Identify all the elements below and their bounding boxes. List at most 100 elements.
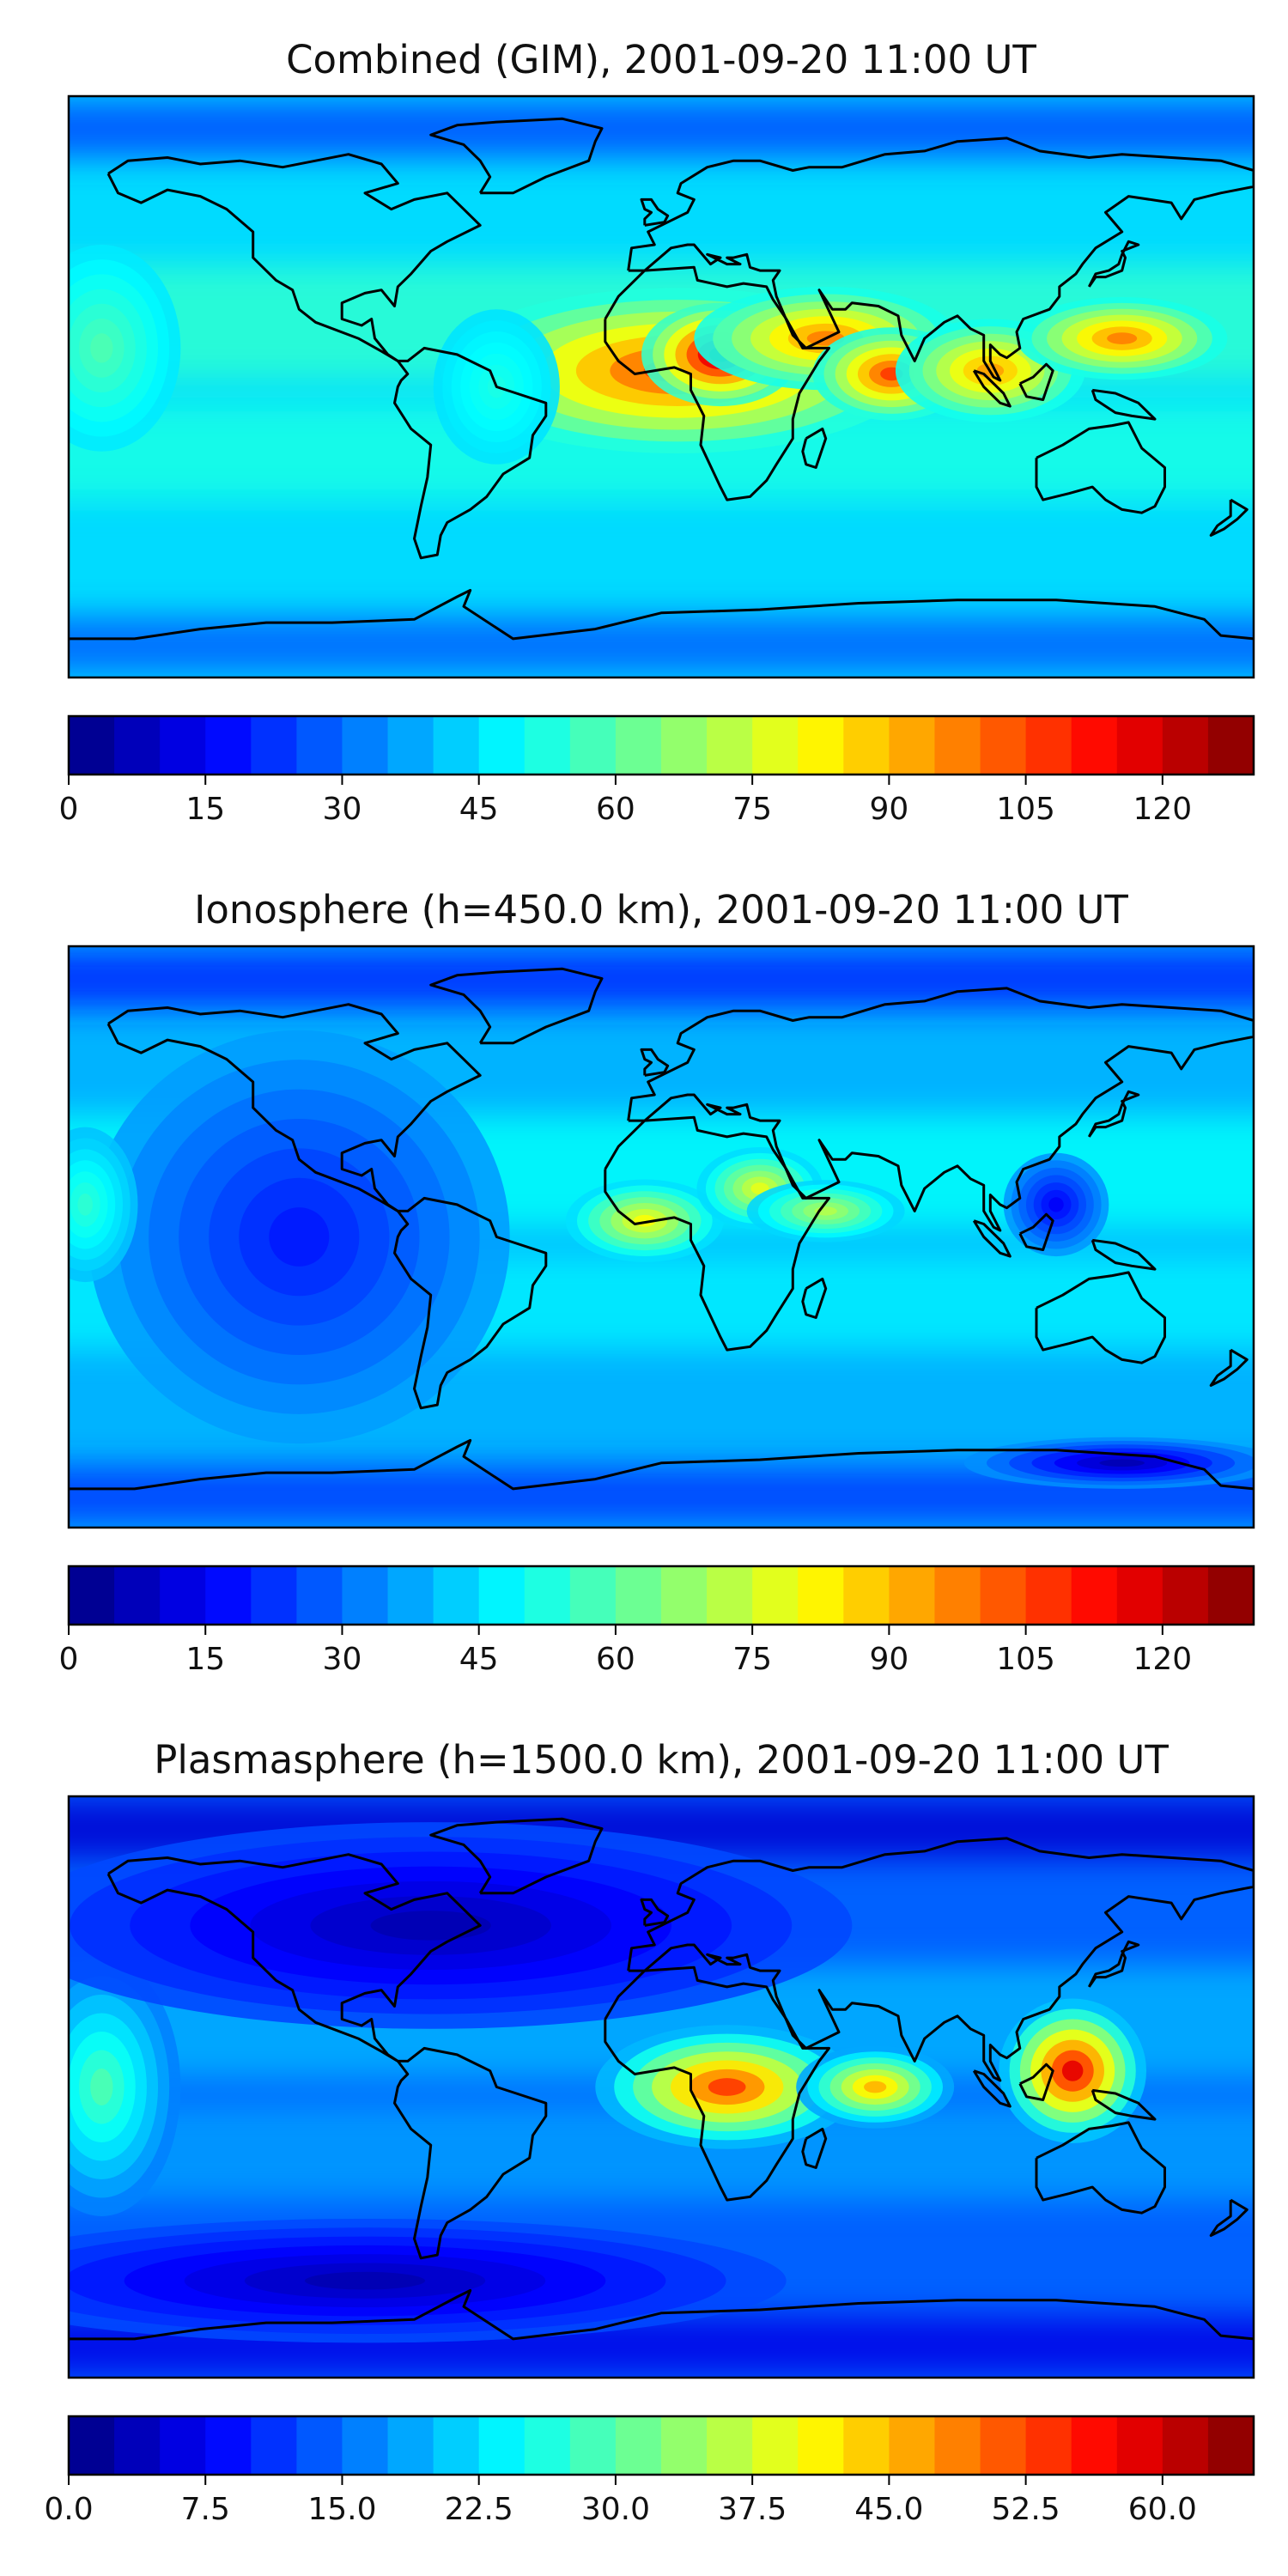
colorbar-tick-label: 120 (1133, 1642, 1192, 1677)
colorbar-segment (524, 2416, 571, 2475)
colorbar-tick-label: 60.0 (1128, 2492, 1197, 2527)
coastline-uk (640, 1898, 670, 1927)
colorbar-tick-label: 75 (732, 1642, 772, 1677)
panel-plasmasphere: Plasmasphere (h=1500.0 km), 2001-09-20 1… (44, 1737, 1255, 2527)
colorbar-tick-label: 75 (732, 792, 772, 827)
colorbar-tick-label: 0 (59, 1642, 79, 1677)
colorbar-tick-label: 30.0 (581, 2492, 650, 2527)
colorbar-tick-label: 15 (185, 792, 225, 827)
colorbar-segment (1071, 2416, 1118, 2475)
colorbar-segment (707, 2416, 753, 2475)
coastline-north-america (106, 1003, 482, 1212)
colorbar-tick-label: 22.5 (445, 2492, 513, 2527)
colorbar-segment (889, 2416, 936, 2475)
panel-ionosphere: Ionosphere (h=450.0 km), 2001-09-20 11:0… (59, 887, 1255, 1677)
panel-title: Combined (GIM), 2001-09-20 11:00 UT (286, 37, 1036, 82)
colorbar-segment (980, 2416, 1027, 2475)
colorbar-segment (798, 2416, 844, 2475)
coastline-antarctica (69, 588, 1254, 641)
colorbar-tick-label: 0.0 (44, 2492, 93, 2527)
colorbar-segment (1025, 716, 1072, 775)
colorbar-segment (752, 2416, 799, 2475)
colorbar-segment (889, 716, 936, 775)
coastline-japan (1087, 1090, 1140, 1138)
coastline-sumatra (972, 1219, 1012, 1258)
colorbar-segment (1207, 1566, 1255, 1625)
coastline-new-guinea (1091, 2088, 1157, 2121)
coastline-madagascar (801, 1277, 828, 1319)
colorbar-segment (752, 1566, 799, 1625)
coastline-australia (1035, 2121, 1166, 2215)
map-frame (67, 1795, 1255, 2379)
colorbar-tick-label: 52.5 (992, 2492, 1060, 2527)
colorbar-segment (296, 2416, 343, 2475)
coastline-borneo (1018, 2063, 1054, 2101)
coastlines (69, 967, 1254, 1491)
colorbar-segment (342, 1566, 389, 1625)
colorbar-segment (1162, 2416, 1209, 2475)
colorbar-segment (114, 1566, 161, 1625)
colorbar-segment (934, 1566, 981, 1625)
colorbar-segment (524, 1566, 571, 1625)
colorbar-segment (1116, 2416, 1163, 2475)
colorbar-segment (205, 1566, 252, 1625)
colorbar-tick-label: 0 (59, 792, 79, 827)
coastline-greenland (429, 967, 604, 1045)
coastline-south-america (393, 346, 548, 560)
colorbar-frame (67, 714, 1255, 776)
colorbar-segment (69, 716, 115, 775)
coastline-eurasia (627, 137, 1254, 382)
colorbar-segment (661, 716, 708, 775)
colorbar-segment (478, 716, 526, 775)
colorbar-segment (524, 716, 571, 775)
colorbar-segment (205, 716, 252, 775)
colorbar-segment (114, 2416, 161, 2475)
colorbar-segment (1162, 716, 1209, 775)
coastline-new-zealand (1209, 2198, 1249, 2237)
colorbar-segment (1207, 2416, 1255, 2475)
colorbar-segment (114, 716, 161, 775)
coastline-madagascar (801, 427, 828, 469)
coastline-sumatra (972, 2069, 1012, 2108)
colorbar-segment (798, 716, 844, 775)
colorbar-segment (661, 2416, 708, 2475)
coastlines (69, 1817, 1254, 2341)
colorbar-segment (1116, 716, 1163, 775)
map-frame (67, 94, 1255, 679)
colorbar-segment (1162, 1566, 1209, 1625)
colorbar-segment (387, 716, 434, 775)
colorbar-segment (205, 2416, 252, 2475)
colorbar-tick-label: 120 (1133, 792, 1192, 827)
colorbar-segment (707, 716, 753, 775)
panel-combined: Combined (GIM), 2001-09-20 11:00 UT 0 15 3… (59, 37, 1255, 827)
colorbar-segment (69, 1566, 115, 1625)
colorbar-segment (569, 716, 617, 775)
coastline-greenland (429, 1817, 604, 1895)
colorbar-tick-label: 7.5 (181, 2492, 230, 2527)
coastline-africa (604, 265, 830, 501)
colorbar-segment (843, 1566, 890, 1625)
colorbar-tick-label: 60 (596, 1642, 635, 1677)
colorbar-segment (251, 716, 297, 775)
coastline-south-america (393, 1196, 548, 1410)
colorbar-tick-label: 60 (596, 792, 635, 827)
coastline-australia (1035, 421, 1166, 514)
colorbar-segment (980, 1566, 1027, 1625)
colorbar-segment (433, 2416, 480, 2475)
colorbar: 0.0 7.5 15.0 22.5 30.0 37.5 45.0 52.5 60.0 (44, 2415, 1255, 2527)
field-contours (69, 245, 1228, 465)
coastline-new-zealand (1209, 498, 1249, 537)
colorbar-tick-label: 45.0 (854, 2492, 923, 2527)
coastline-australia (1035, 1271, 1166, 1364)
colorbar-segment (69, 2416, 115, 2475)
coastline-borneo (1018, 1212, 1054, 1251)
coastline-north-america (106, 153, 482, 362)
colorbar-segment (160, 2416, 206, 2475)
coastline-madagascar (801, 2127, 828, 2169)
colorbar-frame (67, 1564, 1255, 1626)
colorbar-segment (569, 1566, 617, 1625)
coastline-antarctica (69, 1438, 1254, 1491)
colorbar-segment (1025, 1566, 1072, 1625)
colorbar-segment (478, 1566, 526, 1625)
colorbar: 0 15 30 45 60 75 90 105 120 (59, 714, 1255, 827)
